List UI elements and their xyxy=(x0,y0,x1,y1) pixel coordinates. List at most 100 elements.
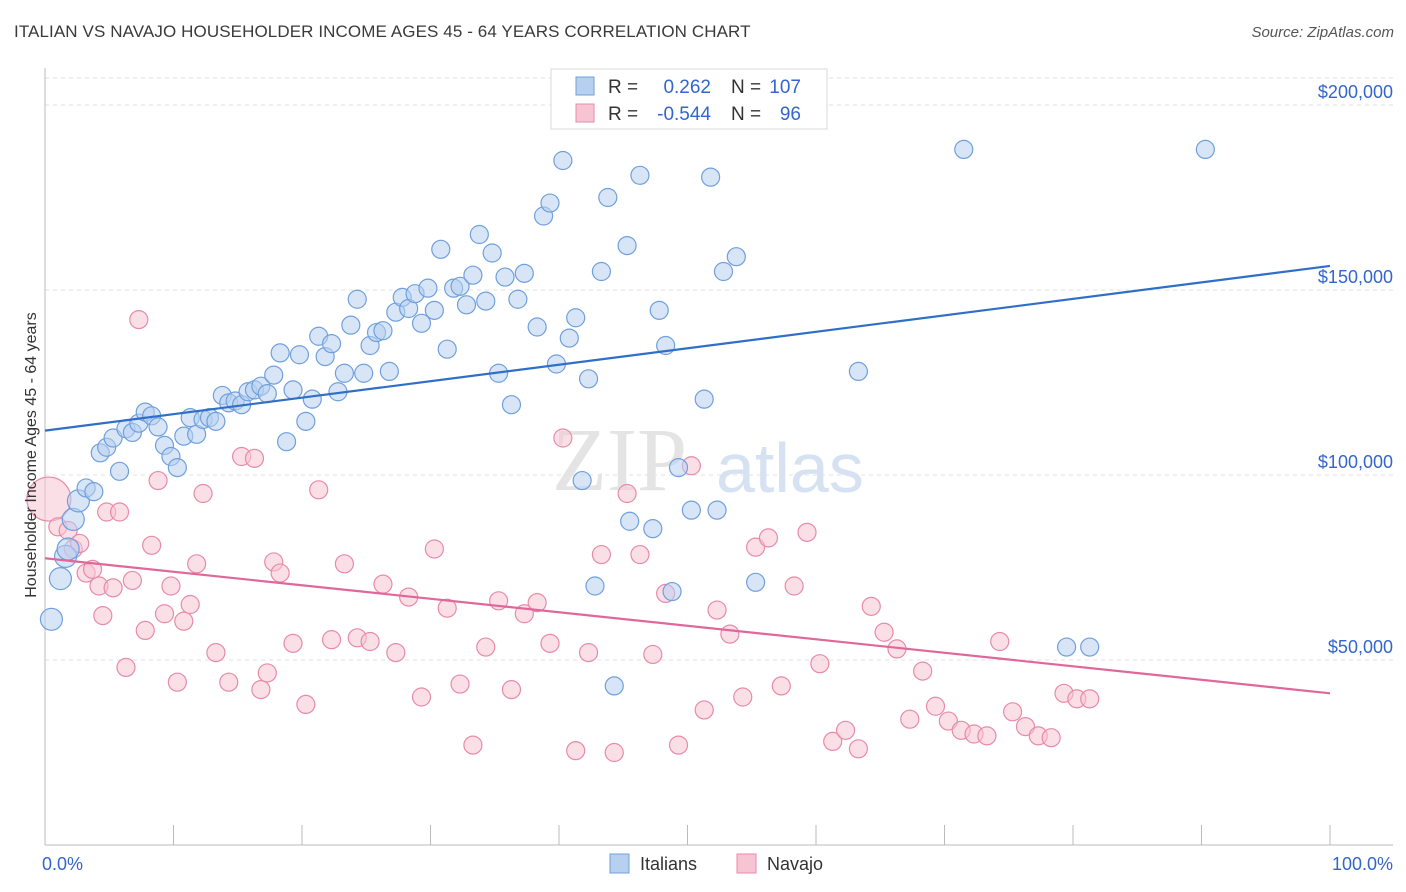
navajo-point xyxy=(604,742,624,763)
legend-swatch-navajo xyxy=(575,103,595,123)
italians-point xyxy=(39,607,64,631)
axes xyxy=(44,68,1393,846)
navajo-point xyxy=(1015,716,1036,737)
bottom-legend-label-navajo: Navajo xyxy=(767,854,823,874)
italians-point xyxy=(321,334,342,354)
navajo-point xyxy=(437,598,457,618)
navajo-point xyxy=(463,735,483,755)
navajo-point xyxy=(174,611,194,631)
navajo-point xyxy=(527,593,547,613)
navajo-point xyxy=(109,502,130,522)
navajo-point xyxy=(1080,689,1100,709)
italians-point xyxy=(591,261,612,282)
italians-point xyxy=(418,278,438,298)
italians-point xyxy=(501,395,522,415)
legend-r-value-italians: 0.262 xyxy=(663,77,711,98)
navajo-point xyxy=(938,711,958,731)
bottom-legend-swatch-italians xyxy=(609,853,630,874)
navajo-point xyxy=(251,679,271,700)
italians-point xyxy=(257,384,277,404)
navajo-point xyxy=(771,676,791,696)
navajo-point xyxy=(193,483,213,504)
italians-point xyxy=(572,470,592,491)
y-tick-label: $150,000 xyxy=(1318,267,1393,287)
navajo-point xyxy=(874,622,894,642)
x-tick-label-max: 100.0% xyxy=(1332,854,1393,874)
navajo-point xyxy=(668,735,689,755)
italians-point xyxy=(283,380,303,400)
navajo-point xyxy=(810,654,830,674)
navajo-point xyxy=(334,554,355,574)
italians-point xyxy=(617,236,637,256)
navajo-trend-line xyxy=(44,557,1331,695)
navajo-point xyxy=(990,631,1010,652)
italians-point xyxy=(604,676,624,696)
navajo-point xyxy=(180,594,200,615)
legend-n-value-italians: 107 xyxy=(769,77,801,98)
legend-n-label-navajo: N = xyxy=(731,104,761,125)
italians-point xyxy=(270,343,290,363)
italians-point xyxy=(148,417,168,437)
italians-point xyxy=(109,461,130,481)
navajo-point xyxy=(720,624,740,644)
italians-point xyxy=(354,363,374,383)
x-tick-label-min: 0.0% xyxy=(42,854,83,874)
italians-point xyxy=(334,363,355,383)
italians-point xyxy=(620,511,640,531)
italians-point xyxy=(84,482,104,502)
navajo-point xyxy=(797,522,817,542)
italians-point xyxy=(302,389,322,409)
italians-point xyxy=(48,566,73,591)
correlation-legend: R = 0.262 N = 107 R = -0.544 N = 96 xyxy=(550,68,828,130)
navajo-point xyxy=(823,731,843,752)
italians-point xyxy=(681,500,701,520)
navajo-point xyxy=(733,687,753,707)
italians-point xyxy=(694,389,714,409)
italians-point xyxy=(424,300,444,320)
italians-point xyxy=(379,361,399,381)
italians-point xyxy=(540,193,560,213)
italians-point xyxy=(746,572,766,592)
navajo-point xyxy=(758,528,779,548)
italians-point xyxy=(848,361,869,381)
navajo-point xyxy=(296,694,316,715)
navajo-point xyxy=(116,657,136,678)
navajo-point xyxy=(122,570,142,591)
italians-point xyxy=(585,576,605,596)
legend-n-value-navajo: 96 xyxy=(780,104,801,125)
navajo-point xyxy=(501,679,522,700)
navajo-point xyxy=(746,537,766,557)
y-tick-labels: $50,000 $100,000 $150,000 $200,000 xyxy=(1318,82,1393,657)
y-tick-label: $100,000 xyxy=(1318,452,1393,472)
italians-point xyxy=(559,328,579,348)
italians-point xyxy=(508,289,528,309)
navajo-point xyxy=(257,663,277,683)
navajo-point xyxy=(925,696,946,716)
navajo-points xyxy=(26,310,1100,763)
navajo-point xyxy=(129,310,149,330)
y-tick-label: $50,000 xyxy=(1328,637,1393,657)
italians-point xyxy=(643,519,663,539)
navajo-point xyxy=(360,631,380,652)
italians-point xyxy=(707,500,727,520)
navajo-point xyxy=(900,709,920,729)
italians-point xyxy=(553,150,573,171)
navajo-point xyxy=(373,574,393,594)
navajo-point xyxy=(540,633,560,653)
navajo-point xyxy=(103,578,123,598)
italians-point xyxy=(578,369,599,389)
legend-r-value-navajo: -0.544 xyxy=(657,104,711,125)
navajo-point xyxy=(848,739,869,759)
navajo-point xyxy=(187,554,207,574)
navajo-point xyxy=(835,720,856,740)
chart-title: ITALIAN VS NAVAJO HOUSEHOLDER INCOME AGE… xyxy=(14,22,751,41)
navajo-point xyxy=(578,642,599,663)
navajo-point xyxy=(630,544,650,565)
navajo-point xyxy=(566,741,586,761)
italians-point xyxy=(514,263,534,283)
legend-r-label-italians: R = xyxy=(608,77,638,98)
navajo-point xyxy=(386,642,406,663)
navajo-point xyxy=(591,544,612,565)
italians-point xyxy=(1080,637,1100,657)
